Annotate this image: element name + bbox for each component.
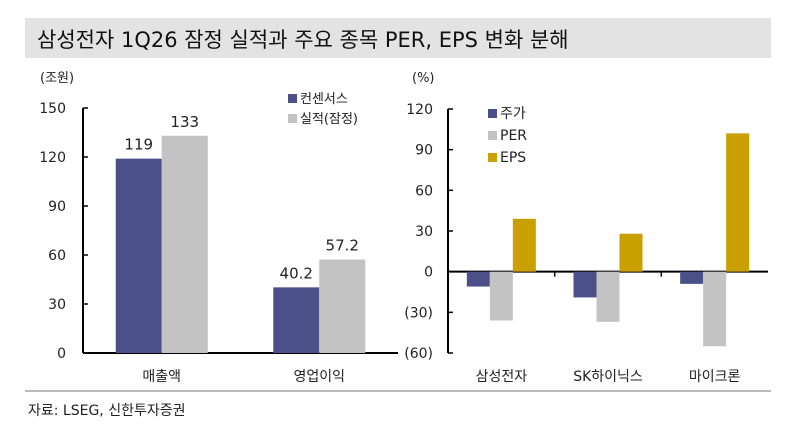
source-note: 자료: LSEG, 신한투자증권: [28, 403, 186, 419]
title-bar: 삼성전자 1Q26 잠정 실적과 주요 종목 PER, EPS 변화 분해: [25, 18, 771, 58]
chart-title: 삼성전자 1Q26 잠정 실적과 주요 종목 PER, EPS 변화 분해: [37, 28, 569, 52]
bar-PER: [489, 271, 513, 321]
y-tick-label: (60): [404, 346, 433, 362]
legend-label: PER: [500, 128, 527, 144]
legend-label: EPS: [500, 150, 526, 166]
data-label: 40.2: [280, 264, 313, 282]
legend-label: 컨센서스: [300, 92, 348, 107]
bar-주가: [573, 271, 597, 298]
legend-label: 주가: [500, 106, 526, 122]
y-tick-label: 0: [424, 265, 433, 281]
x-category-label: 영업이익: [293, 369, 345, 385]
legend-swatch: [488, 109, 497, 118]
y-tick-label: 150: [39, 101, 66, 117]
x-category-label: 마이크론: [689, 369, 741, 385]
legend-swatch: [488, 131, 497, 140]
bar-PER: [596, 271, 620, 322]
bar-실적(잠정): [319, 259, 366, 353]
y-tick-label: 90: [48, 199, 66, 215]
y-tick-label: 120: [39, 150, 66, 166]
data-label: 133: [170, 113, 199, 131]
x-category-label: SK하이닉스: [573, 369, 643, 385]
data-label: 119: [124, 136, 153, 154]
legend-label: 실적(잠정): [300, 112, 358, 127]
bar-주가: [680, 271, 704, 284]
bar-EPS: [619, 233, 643, 272]
y-tick-label: 60: [415, 183, 433, 199]
legend-swatch: [288, 94, 297, 103]
bar-EPS: [512, 218, 536, 272]
y-tick-label: 90: [415, 143, 433, 159]
bar-컨센서스: [273, 287, 320, 353]
bar-컨센서스: [115, 158, 162, 353]
legend-swatch: [288, 114, 297, 123]
bar-EPS: [726, 133, 750, 272]
bar-실적(잠정): [161, 135, 208, 353]
y-tick-label: 30: [48, 297, 66, 313]
divider: [25, 390, 771, 392]
y-tick-label: 60: [48, 248, 66, 264]
data-label: 57.2: [326, 237, 359, 255]
bar-주가: [466, 271, 490, 287]
bar-PER: [703, 271, 727, 347]
y-unit-label: (%): [412, 71, 435, 86]
x-category-label: 매출액: [142, 369, 181, 385]
x-category-label: 삼성전자: [476, 369, 528, 385]
y-tick-label: (30): [404, 305, 433, 321]
legend-swatch: [488, 153, 497, 162]
y-tick-label: 120: [406, 102, 433, 118]
y-unit-label: (조원): [40, 71, 74, 86]
y-tick-label: 30: [415, 224, 433, 240]
y-tick-label: 0: [57, 346, 66, 362]
